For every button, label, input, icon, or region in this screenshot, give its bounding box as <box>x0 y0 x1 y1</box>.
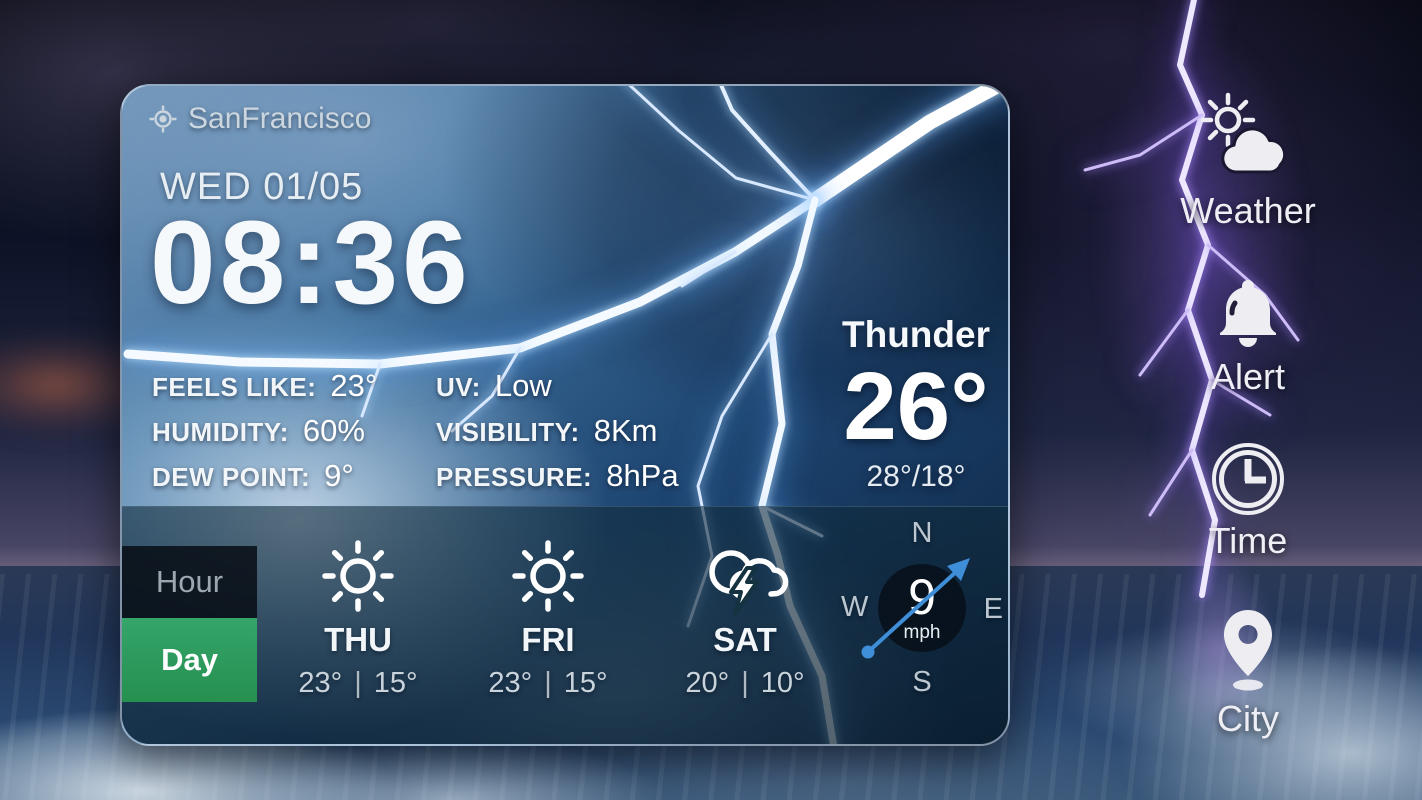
clock-time: 08:36 <box>150 197 472 329</box>
city-pin-icon <box>1138 606 1358 694</box>
forecast-high: 23° <box>298 667 343 699</box>
sunny-icon <box>453 533 643 619</box>
time-clock-icon <box>1138 442 1358 516</box>
sidebar-item-weather[interactable]: Weather <box>1138 90 1358 232</box>
forecast-column-thu: THU 23° | 15° <box>263 507 453 700</box>
feels-like-row: FEELS LIKE: 23° <box>152 368 378 403</box>
humidity-value: 60% <box>302 413 365 448</box>
sidebar-item-time[interactable]: Time <box>1138 442 1358 562</box>
sidebar-item-label: Weather <box>1180 190 1316 231</box>
uv-value: Low <box>494 368 552 403</box>
dew-point-value: 9° <box>324 458 354 493</box>
temp-separator: | <box>741 667 749 699</box>
forecast-low: 15° <box>563 667 608 699</box>
weather-sun-cloud-icon <box>1138 90 1358 186</box>
forecast-day-label: THU <box>324 621 392 658</box>
weather-details-left: FEELS LIKE: 23° HUMIDITY: 60% DEW POINT:… <box>152 368 377 503</box>
forecast-column-sat: SAT 20° | 10° <box>650 507 840 700</box>
visibility-label: VISIBILITY: <box>436 417 580 447</box>
location-name: SanFrancisco <box>188 102 372 135</box>
dew-point-row: DEW POINT: 9° <box>152 458 377 493</box>
pressure-label: PRESSURE: <box>436 462 593 492</box>
location-row[interactable]: SanFrancisco <box>148 102 371 136</box>
sidebar-item-city[interactable]: City <box>1138 606 1358 740</box>
date-text: WED 01/05 <box>160 166 364 208</box>
sidebar-item-alert[interactable]: Alert <box>1138 276 1358 398</box>
alert-bell-icon <box>1138 276 1358 352</box>
forecast-strip: Hour Day THU 23° | 15° <box>122 506 1008 744</box>
pressure-value: 8hPa <box>606 458 679 493</box>
current-temperature: 26° <box>843 353 989 460</box>
forecast-temps: 20° | 10° <box>650 667 840 700</box>
temp-separator: | <box>354 667 362 699</box>
forecast-day-label: SAT <box>713 621 777 658</box>
high-low-temperature: 28°/18° <box>866 460 966 494</box>
sidebar-item-label: Alert <box>1210 356 1286 397</box>
compass-west-label: W <box>841 591 869 623</box>
compass-east-label: E <box>983 593 1003 625</box>
wind-direction-arrow-icon <box>861 558 970 659</box>
humidity-label: HUMIDITY: <box>152 417 289 447</box>
compass-south-label: S <box>912 666 932 698</box>
sunny-icon <box>263 533 453 619</box>
forecast-low: 10° <box>760 667 805 699</box>
dew-point-label: DEW POINT: <box>152 462 311 492</box>
humidity-row: HUMIDITY: 60% <box>152 413 377 448</box>
forecast-high: 20° <box>685 667 730 699</box>
storm-cloud-lightning-icon <box>650 533 840 619</box>
compass-north-label: N <box>911 517 933 549</box>
forecast-temps: 23° | 15° <box>453 667 643 700</box>
day-toggle-button[interactable]: Day <box>122 618 257 702</box>
purple-lightning-icon <box>1083 0 1300 598</box>
uv-label: UV: <box>436 372 481 402</box>
forecast-low: 15° <box>373 667 418 699</box>
forecast-column-fri: FRI 23° | 15° <box>453 507 643 700</box>
temp-separator: | <box>544 667 552 699</box>
current-conditions: Thunder 26° 28°/18° <box>818 314 1008 494</box>
visibility-value: 8Km <box>593 413 658 448</box>
forecast-high: 23° <box>488 667 533 699</box>
wind-speed-unit: mph <box>903 622 941 643</box>
gps-location-icon <box>149 105 177 133</box>
hour-toggle-button[interactable]: Hour <box>122 546 257 618</box>
forecast-day-label: FRI <box>521 621 575 658</box>
wind-compass: N W E S 9 mph <box>839 517 1005 698</box>
weather-details-right: UV: Low VISIBILITY: 8Km PRESSURE: 8hPa <box>436 368 679 503</box>
sidebar-item-label: City <box>1217 698 1279 739</box>
sidebar-item-label: Time <box>1208 520 1288 561</box>
visibility-row: VISIBILITY: 8Km <box>436 413 679 448</box>
condition-text: Thunder <box>842 314 990 355</box>
feels-like-label: FEELS LIKE: <box>152 372 317 402</box>
uv-row: UV: Low <box>436 368 679 403</box>
feels-like-value: 23° <box>330 368 378 403</box>
pressure-row: PRESSURE: 8hPa <box>436 458 679 493</box>
weather-widget-card: SanFrancisco WED 01/05 08:36 FEELS LIKE:… <box>120 84 1010 746</box>
forecast-temps: 23° | 15° <box>263 667 453 700</box>
